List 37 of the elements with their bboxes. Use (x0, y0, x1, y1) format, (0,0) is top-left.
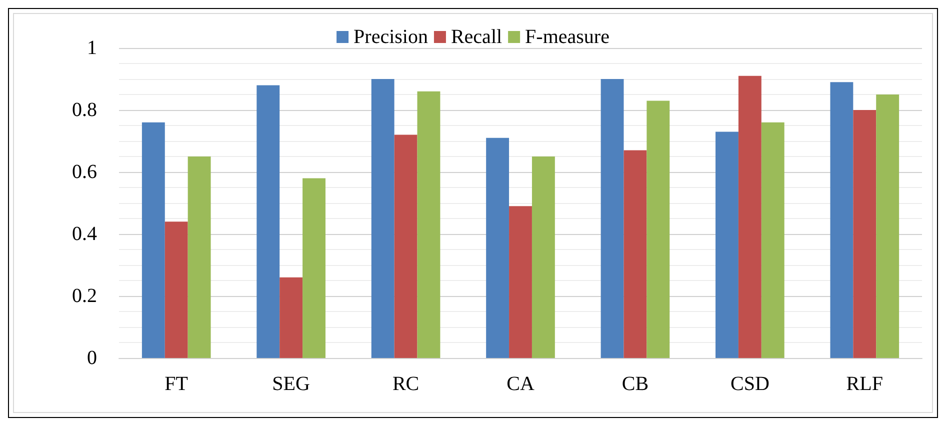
y-tick-label: 0.4 (72, 223, 97, 245)
bar (738, 76, 762, 358)
bar (600, 79, 624, 358)
y-tick-label: 0.2 (72, 285, 97, 307)
bar (256, 85, 280, 358)
bar (164, 222, 188, 358)
bar (417, 91, 440, 358)
legend-label: Precision (354, 26, 428, 48)
y-tick-label: 1 (87, 37, 97, 59)
x-tick-label: FT (164, 373, 188, 395)
y-tick-label: 0 (87, 347, 97, 369)
bar (394, 134, 418, 358)
bar (509, 206, 532, 358)
bar (188, 156, 211, 358)
bar (853, 110, 876, 358)
bar (830, 82, 854, 358)
bar (371, 79, 394, 358)
x-tick-label: RLF (846, 373, 883, 395)
bar (876, 94, 900, 358)
x-tick-label: RC (392, 373, 420, 395)
bar (716, 132, 738, 358)
x-tick-label: CA (506, 373, 535, 395)
bar (624, 150, 647, 358)
bar (280, 277, 303, 358)
y-tick-label: 0.8 (72, 99, 97, 121)
x-tick-label: CSD (730, 373, 770, 395)
bar (761, 122, 784, 358)
legend-label: Recall (450, 26, 502, 48)
bar (302, 178, 326, 358)
x-tick-label: CB (622, 373, 649, 395)
bar (142, 122, 165, 358)
x-tick-label: SEG (272, 373, 310, 395)
bar (486, 138, 510, 358)
legend-label: F-measure (525, 26, 610, 48)
y-tick-label: 0.6 (72, 161, 97, 183)
bar (646, 100, 670, 358)
bar (532, 156, 555, 358)
